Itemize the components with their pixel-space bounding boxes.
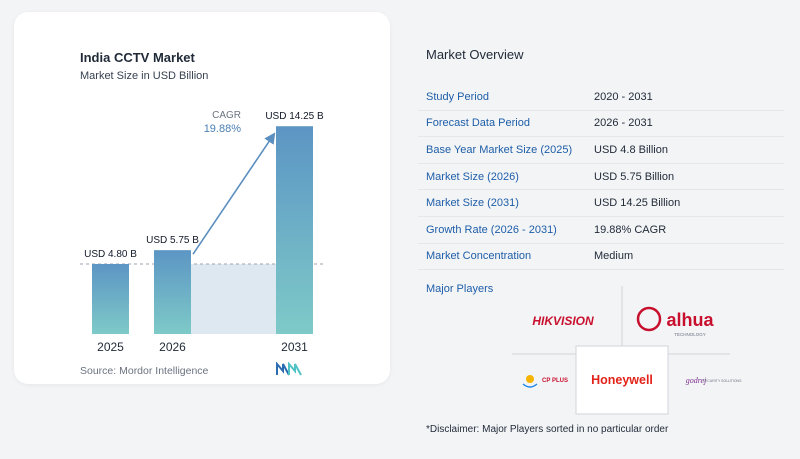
cagr-label: CAGR — [212, 110, 241, 121]
cagr-value: 19.88% — [204, 123, 242, 135]
row-label: Growth Rate (2026 - 2031) — [426, 223, 557, 236]
dahua-logo: alhua — [666, 310, 714, 330]
value-label-2025: USD 4.80 B — [84, 249, 137, 260]
godrej-logo: godrej — [686, 376, 707, 385]
row-label: Study Period — [426, 90, 489, 103]
mordor-logo-icon — [276, 362, 302, 376]
chart-title: India CCTV Market — [80, 50, 195, 65]
dahua-logo-subtext: TECHNOLOGY — [674, 332, 706, 337]
market-overview-table: Study Period 2020 - 2031 Forecast Data P… — [418, 84, 784, 271]
row-value: 2026 - 2031 — [594, 117, 653, 130]
overview-row-size-2026: Market Size (2026) USD 5.75 Billion — [418, 164, 784, 191]
row-label: Market Size (2031) — [426, 197, 519, 210]
row-value: 2020 - 2031 — [594, 90, 653, 103]
row-label: Base Year Market Size (2025) — [426, 143, 573, 156]
market-size-chart: USD 4.80 B 2025 USD 5.75 B 2026 USD 14.25 B 2… — [80, 110, 326, 354]
row-value: USD 4.8 Billion — [594, 143, 668, 156]
bar-2025 — [92, 264, 129, 334]
row-value: USD 14.25 Billion — [594, 197, 681, 210]
sun-logo-wave-icon — [522, 383, 538, 388]
baseline-shade — [191, 264, 276, 334]
disclaimer-note: *Disclaimer: Major Players sorted in no … — [426, 424, 669, 435]
cagr-arrow — [192, 132, 276, 255]
sun-logo-icon — [526, 375, 534, 383]
overview-row-size-2031: Market Size (2031) USD 14.25 Billion — [418, 190, 784, 217]
cp-plus-logo: CP PLUS — [542, 378, 568, 384]
godrej-logo-subtext: SECURITY SOLUTIONS — [703, 379, 742, 383]
overview-row-study-period: Study Period 2020 - 2031 — [418, 84, 784, 111]
category-label-2025: 2025 — [97, 340, 124, 354]
row-label: Market Concentration — [426, 250, 532, 263]
overview-row-growth-rate: Growth Rate (2026 - 2031) 19.88% CAGR — [418, 217, 784, 244]
category-label-2026: 2026 — [159, 340, 186, 354]
overview-row-concentration: Market Concentration Medium — [418, 244, 784, 271]
value-label-2031: USD 14.25 B — [265, 111, 324, 122]
row-value: USD 5.75 Billion — [594, 170, 675, 183]
row-label: Market Size (2026) — [426, 170, 519, 183]
logo-frame — [575, 345, 669, 415]
major-players-title: Major Players — [426, 283, 494, 295]
value-label-2026: USD 5.75 B — [146, 235, 199, 246]
row-label: Forecast Data Period — [426, 117, 530, 130]
source-note: Source: Mordor Intelligence — [80, 365, 209, 377]
row-value: Medium — [594, 250, 634, 263]
overview-row-base-year-size: Base Year Market Size (2025) USD 4.8 Bil… — [418, 137, 784, 164]
bar-2026 — [154, 250, 191, 334]
hikvision-logo: HIKVISION — [532, 314, 594, 328]
bar-2031 — [276, 126, 313, 335]
overview-row-forecast-period: Forecast Data Period 2026 - 2031 — [418, 111, 784, 138]
row-value: 19.88% CAGR — [594, 223, 667, 236]
category-label-2031: 2031 — [281, 340, 308, 354]
market-overview-title: Market Overview — [426, 47, 524, 62]
honeywell-logo: Honeywell — [591, 373, 653, 387]
chart-subtitle: Market Size in USD Billion — [80, 70, 209, 82]
dahua-logo-ring — [636, 306, 662, 332]
